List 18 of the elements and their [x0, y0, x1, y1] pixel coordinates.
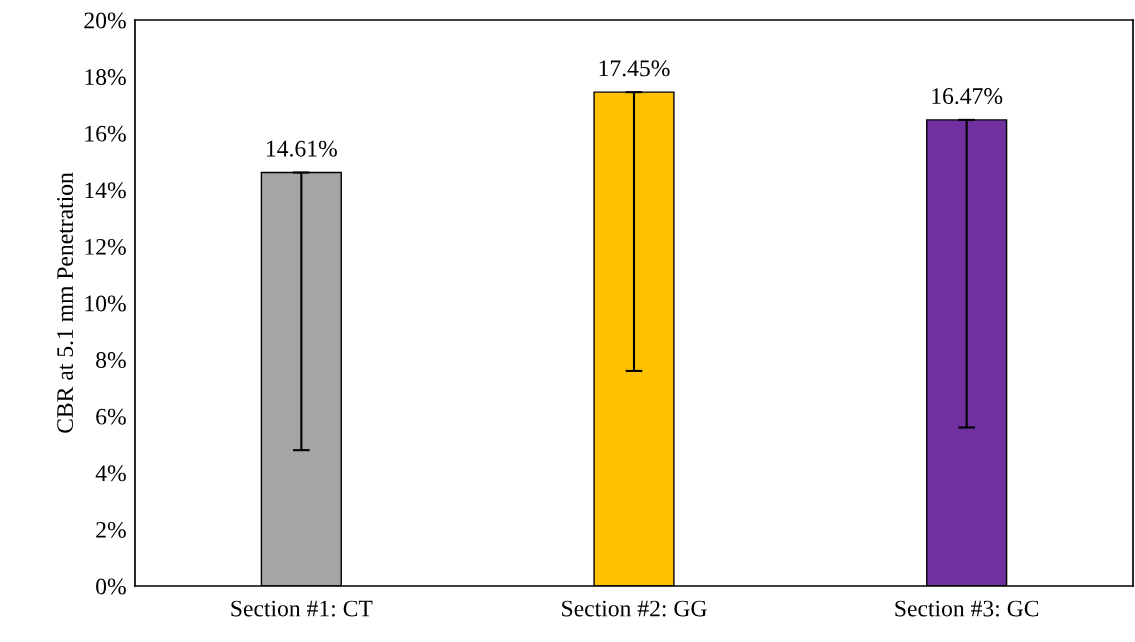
y-tick-label: 8%: [96, 352, 126, 369]
y-tick-label: 12%: [85, 238, 126, 255]
y-tick-label: 6%: [96, 408, 126, 425]
x-tick-label: Section #1: CT: [231, 600, 373, 617]
y-tick-label: 20%: [84, 12, 126, 29]
y-tick-label: 10%: [85, 295, 126, 312]
x-tick-label: Section #2: GG: [562, 600, 707, 617]
x-tick-label: Section #3: GC: [895, 600, 1039, 617]
data-label: 17.45%: [599, 60, 670, 77]
y-tick-label: 14%: [85, 182, 126, 199]
y-tick-label: 4%: [95, 465, 126, 482]
y-tick-label: 18%: [85, 69, 126, 86]
y-tick-label: 0%: [96, 578, 126, 595]
data-label: 16.47%: [932, 88, 1003, 105]
y-tick-label: 16%: [85, 125, 126, 142]
data-label: 14.61%: [267, 140, 337, 157]
y-tick-label: 2%: [96, 521, 126, 538]
y-axis-title: CBR at 5.1 mm Penetration: [57, 172, 74, 433]
